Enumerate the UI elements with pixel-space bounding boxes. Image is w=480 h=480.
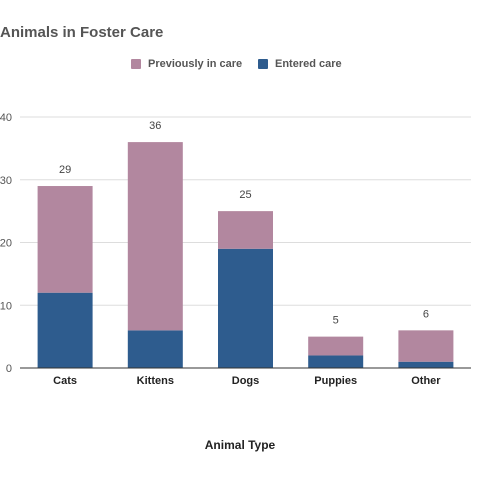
x-axis-title: Animal Type	[204, 438, 276, 452]
legend-label-previously-in-care: Previously in care	[148, 58, 243, 70]
total-label-puppies: 5	[333, 315, 339, 327]
bar-dogs-previously-in-care	[218, 211, 273, 249]
bar-cats-previously-in-care	[37, 186, 93, 293]
total-label-cats: 29	[59, 164, 71, 176]
total-label-kittens: 36	[149, 120, 161, 132]
legend-item-entered-care: Entered care	[258, 58, 342, 70]
legend-label-entered-care: Entered care	[275, 58, 342, 70]
bar-puppies-previously-in-care	[308, 336, 364, 356]
bar-puppies-entered-care	[308, 355, 364, 368]
bar-dogs-entered-care	[218, 248, 273, 368]
legend-swatch-previously-in-care	[131, 59, 141, 69]
y-tick-label-0: 0	[6, 363, 12, 375]
y-tick-label-10: 10	[0, 300, 12, 312]
legend-swatch-entered-care	[258, 59, 268, 69]
y-tick-label-20: 20	[0, 238, 12, 250]
x-tick-label-dogs: Dogs	[232, 375, 260, 387]
x-tick-label-puppies: Puppies	[314, 375, 357, 387]
x-tick-label-kittens: Kittens	[137, 375, 174, 387]
x-tick-label-other: Other	[411, 375, 441, 387]
bar-kittens-previously-in-care	[127, 142, 183, 331]
total-label-dogs: 25	[239, 189, 251, 201]
y-tick-label-40: 40	[0, 112, 12, 124]
bar-kittens-entered-care	[127, 330, 183, 368]
x-tick-label-cats: Cats	[53, 375, 77, 387]
legend: Previously in care Entered care	[0, 58, 480, 74]
bar-other-previously-in-care	[398, 330, 454, 362]
chart-title: Animals in Foster Care	[0, 24, 164, 41]
total-label-other: 6	[423, 308, 429, 320]
bar-other-entered-care	[398, 361, 454, 368]
y-tick-label-30: 30	[0, 175, 12, 187]
legend-item-previously-in-care: Previously in care	[131, 58, 242, 70]
bar-cats-entered-care	[37, 292, 93, 368]
